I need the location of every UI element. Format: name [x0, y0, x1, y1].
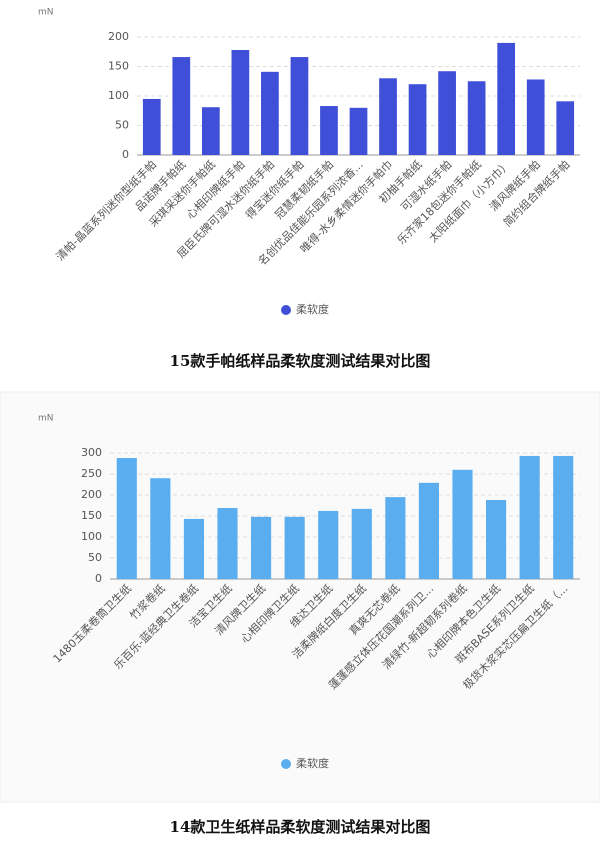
bar [556, 101, 575, 155]
bar [201, 107, 220, 155]
y-tick-label: 200 [81, 488, 102, 501]
y-unit: mN [38, 8, 54, 18]
bar [318, 510, 339, 579]
y-unit: mN [38, 414, 54, 424]
bar [526, 79, 545, 155]
y-tick-label: 100 [108, 89, 129, 102]
chart-title: 15款手帕纸样品柔软度测试结果对比图 [170, 352, 431, 370]
bar [261, 71, 279, 155]
bar [519, 455, 540, 579]
bar [231, 49, 250, 156]
bar [379, 78, 397, 155]
bar [284, 516, 305, 579]
bar [553, 455, 574, 579]
bar [172, 57, 191, 156]
y-tick-label: 50 [115, 119, 129, 132]
bar [452, 469, 473, 579]
y-tick-label: 150 [108, 60, 129, 73]
bar [116, 458, 137, 579]
panel [0, 391, 600, 803]
bar [486, 500, 507, 579]
bar [438, 71, 456, 155]
bar [467, 81, 486, 155]
legend-label: 柔软度 [296, 302, 329, 316]
bar [150, 478, 171, 579]
bar [349, 107, 368, 155]
bar [251, 516, 272, 579]
legend-marker [281, 759, 291, 769]
y-tick-label: 100 [81, 530, 102, 543]
y-tick-label: 200 [108, 30, 129, 43]
bar [142, 98, 161, 155]
bar [217, 508, 238, 579]
y-tick-label: 50 [88, 551, 102, 564]
bar [408, 84, 427, 155]
y-tick-label: 250 [81, 467, 102, 480]
bar [183, 518, 204, 579]
bar [290, 57, 309, 156]
bar [320, 106, 338, 155]
bar [418, 482, 439, 579]
y-tick-label: 0 [95, 572, 102, 585]
legend-marker [281, 305, 291, 315]
y-tick-label: 0 [122, 148, 129, 161]
legend-label: 柔软度 [296, 756, 329, 770]
chart-title: 14款卫生纸样品柔软度测试结果对比图 [170, 818, 431, 836]
bar [497, 42, 516, 155]
y-tick-label: 150 [81, 509, 102, 522]
y-tick-label: 300 [81, 446, 102, 459]
bar [385, 497, 406, 579]
bar [351, 508, 372, 579]
